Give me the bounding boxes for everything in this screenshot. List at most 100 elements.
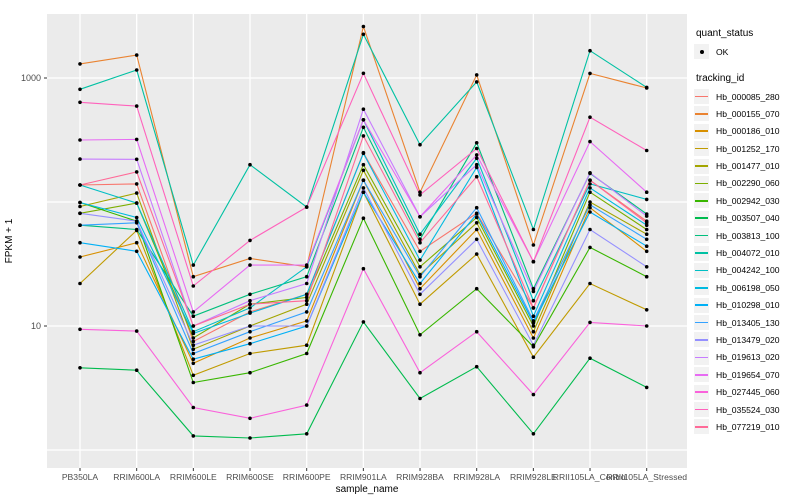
legend-key-line [694, 349, 709, 365]
line-chart-panel: 1000 10 PB350LA RRIM600LA RRIM600LE RRIM600SE… [4, 14, 687, 495]
legend-entry-quant-status: OK [694, 44, 798, 59]
legend-entry-label: Hb_019613_020 [716, 352, 780, 363]
data-point [588, 200, 592, 204]
series-color-swatch [695, 182, 708, 185]
data-point [304, 298, 309, 303]
data-point [191, 434, 196, 438]
data-point [134, 329, 139, 333]
data-point [644, 85, 649, 90]
data-point [191, 274, 196, 279]
data-point [191, 351, 196, 356]
legend-entry-label: Hb_000155_070 [716, 108, 780, 119]
data-point [361, 107, 366, 111]
data-point [248, 436, 252, 440]
data-point [644, 308, 649, 312]
legend-tracking-entries: Hb_000085_280 Hb_000155_070 Hb_000186_010 H… [694, 89, 798, 435]
data-point [248, 162, 252, 167]
legend-entry-tracking-id: Hb_001477_010 [694, 158, 798, 174]
data-point [134, 104, 139, 108]
legend-entry-tracking-id: Hb_035524_030 [694, 402, 798, 418]
data-point [191, 373, 196, 378]
legend-entry-tracking-id: Hb_000155_070 [694, 106, 798, 122]
data-point [191, 343, 196, 348]
data-point [474, 156, 479, 161]
data-point [361, 118, 366, 122]
data-point [531, 298, 536, 303]
data-point [248, 351, 252, 356]
data-point [361, 190, 366, 194]
data-point [191, 310, 196, 314]
legend-entry-tracking-id: Hb_006198_050 [694, 280, 798, 296]
data-point [588, 139, 592, 144]
legend-key-line [694, 210, 709, 226]
legend-entry-label: Hb_010298_010 [716, 300, 780, 311]
data-point [474, 221, 479, 225]
data-point [474, 237, 479, 242]
data-point [474, 215, 479, 220]
legend-key-line [694, 141, 709, 157]
data-point [474, 364, 479, 369]
series-color-swatch [695, 217, 708, 220]
data-point [304, 205, 309, 209]
legend-key-line [694, 175, 709, 191]
data-point [588, 320, 592, 325]
data-point [361, 71, 366, 76]
data-point [588, 203, 592, 207]
legend-key-line [694, 245, 709, 261]
data-point [304, 295, 309, 300]
data-point [78, 327, 82, 332]
data-point [78, 204, 82, 209]
data-point [248, 416, 252, 421]
data-point [588, 186, 592, 190]
point-icon [699, 49, 704, 54]
data-point [644, 324, 649, 328]
data-point [474, 146, 479, 151]
data-point [531, 343, 536, 348]
data-point [191, 331, 196, 336]
x-axis-title: sample_name [336, 484, 399, 495]
legend-key-line [694, 367, 709, 383]
data-point [304, 319, 309, 323]
x-tick-label: RRII105LA_Control [553, 472, 628, 482]
data-point [361, 216, 366, 220]
data-point [248, 302, 252, 307]
data-point [474, 162, 479, 167]
data-point [78, 200, 82, 205]
legend-entry-label: Hb_000085_280 [716, 91, 780, 102]
legend-entry-tracking-id: Hb_000085_280 [694, 89, 798, 104]
data-point [361, 178, 366, 182]
data-point [248, 263, 252, 267]
data-point [474, 153, 479, 157]
data-point [588, 171, 592, 175]
data-point [531, 355, 536, 360]
data-point [644, 232, 649, 236]
data-point [418, 370, 422, 375]
legend-key-line [694, 228, 709, 244]
data-point [418, 265, 422, 269]
data-point [78, 240, 82, 245]
data-point [304, 324, 309, 328]
series-color-swatch [695, 286, 708, 289]
data-point [134, 68, 139, 72]
data-point [304, 292, 309, 297]
data-point [304, 281, 309, 286]
data-point [474, 286, 479, 291]
series-color-swatch [695, 147, 708, 150]
data-point [361, 320, 366, 324]
data-point [78, 281, 82, 286]
data-point [191, 380, 196, 385]
data-point [304, 432, 309, 436]
data-point [474, 252, 479, 256]
legend-key-line [694, 402, 709, 418]
data-point [78, 255, 82, 259]
data-point [474, 165, 479, 170]
legend-key-line [694, 123, 709, 139]
data-point [418, 249, 422, 254]
legend-title-quant-status: quant_status [696, 28, 754, 39]
x-tick-label: RRIM901LA [340, 472, 387, 482]
data-point [588, 48, 592, 53]
data-point [644, 385, 649, 390]
legend-key-line [694, 315, 709, 331]
legend-key-line [694, 89, 709, 104]
data-point [134, 157, 139, 162]
